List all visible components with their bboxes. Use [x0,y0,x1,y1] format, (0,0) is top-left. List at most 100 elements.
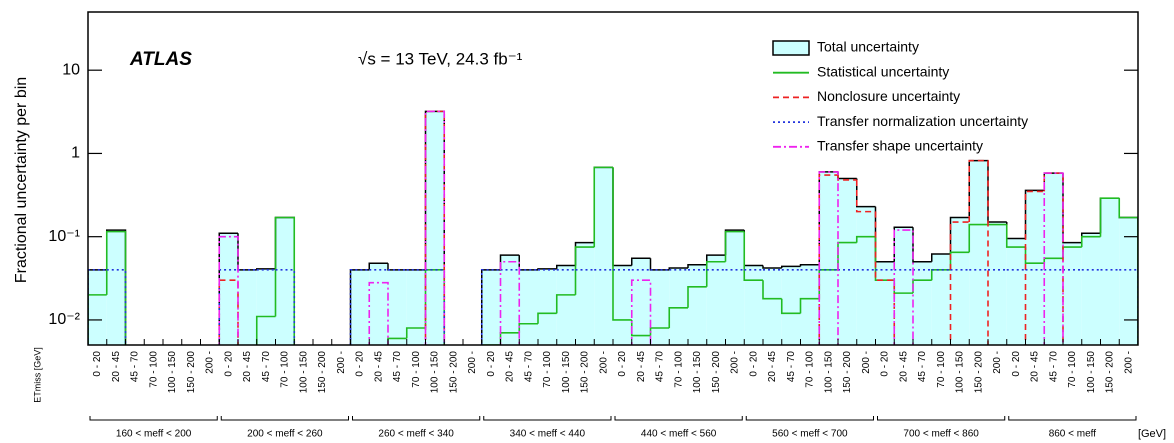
total-bar [500,255,520,345]
total-bar [406,269,426,345]
x-tick-label: 45 - 70 [917,351,928,383]
total-outline [931,253,951,262]
total-outline [799,264,820,267]
group-label: 200 < meff < 260 [247,429,323,440]
x-tick-label: 70 - 100 [805,351,816,388]
total-bar [1100,198,1120,345]
total-bar [594,167,613,345]
total-bar [1044,173,1063,345]
step-segment [1024,190,1045,345]
x-tick-label: 45 - 70 [655,351,666,383]
x-tick-label: 70 - 100 [411,351,422,388]
step-segment [968,223,988,253]
x-tick-label: 70 - 100 [148,351,159,388]
group-label: 700 < meff < 860 [903,429,979,440]
total-outline [237,233,257,271]
total-bar [1081,233,1101,345]
step-segment [480,269,501,345]
total-outline [743,230,763,267]
y-axis-label: Fractional uncertainty per bin [13,77,30,283]
total-bar [575,242,595,345]
x-tick-label: 45 - 70 [786,351,797,383]
step-segment [724,230,745,262]
step-segment [499,260,521,345]
total-bar [838,178,857,345]
step-segment [593,166,613,248]
x-tick-label: 0 - 20 [748,351,759,377]
total-outline [387,263,407,271]
total-bar [388,269,407,345]
total-bar [106,230,126,345]
group-bracket [745,416,874,421]
x-tick-label: 150 - 200 [711,351,722,394]
x-tick-label: 0 - 20 [880,351,891,377]
x-tick-label: 20 - 45 [373,351,384,383]
group-label: 440 < meff < 560 [641,429,717,440]
group-label: 160 < meff < 200 [116,429,192,440]
step-segment [275,269,296,345]
total-bar [481,269,501,345]
total-bar [913,261,932,345]
total-outline [88,269,107,345]
total-bar [819,171,838,345]
step-segment [799,297,820,314]
x-tick-label: 100 - 150 [823,351,834,394]
x-tick-label: 45 - 70 [392,351,403,383]
x-tick-label: 20 - 45 [636,351,647,383]
x-tick-label: 200 - [205,351,216,374]
step-segment [555,294,576,314]
x-tick-label: 100 - 150 [561,351,572,394]
x-tick-label: 200 - [861,351,872,374]
x-tick-label: 70 - 100 [1067,351,1078,388]
step-segment [106,269,127,345]
step-segment [425,269,446,345]
step-segment [949,251,970,270]
step-segment [762,280,782,300]
y-tick-label: 10 [62,61,80,78]
total-outline [612,167,632,267]
total-outline [1024,189,1045,239]
total-bar [856,206,876,345]
total-bar [538,268,557,345]
total-outline [949,216,970,254]
total-bar [1119,217,1138,345]
x-tick-label: 100 - 150 [1086,351,1097,394]
x-tick-label: 20 - 45 [898,351,909,383]
legend-label: Transfer normalization uncertainty [817,113,1028,129]
step-segment [1024,247,1045,265]
group-label: 260 < meff < 340 [378,429,454,440]
step-segment [668,306,688,329]
step-segment [968,159,989,345]
total-bar [369,263,388,345]
x-tick-label: 45 - 70 [523,351,534,383]
x-tick-label: 150 - 200 [448,351,459,394]
total-bar [1025,190,1045,345]
x-tick-label: 70 - 100 [542,351,553,388]
x-tick-label: 20 - 45 [767,351,778,383]
group-bracket [483,416,612,421]
step-segment [387,337,407,345]
x-tick-label: 45 - 70 [1048,351,1059,383]
x-tick-label: 0 - 20 [486,351,497,377]
total-bar [1006,238,1026,345]
total-bar [969,160,988,345]
total-bar [256,268,276,345]
x-tick-label: 0 - 20 [223,351,234,377]
step-segment [893,229,914,345]
total-bar [238,269,257,345]
legend-label: Total uncertainty [817,39,919,55]
total-bar [669,268,688,345]
legend-swatch [772,40,810,56]
step-segment [1043,172,1064,345]
total-bar [744,265,763,345]
x-tick-label: 0 - 20 [1011,351,1022,377]
x-tick-label: 0 - 20 [92,351,103,377]
step-segment [743,231,763,282]
x-tick-label: 150 - 200 [186,351,197,394]
legend-label: Nonclosure uncertainty [817,88,960,104]
total-outline [649,258,670,271]
total-bar [556,265,576,345]
total-bar [350,269,370,345]
total-outline [556,264,576,269]
total-bar [931,253,951,345]
